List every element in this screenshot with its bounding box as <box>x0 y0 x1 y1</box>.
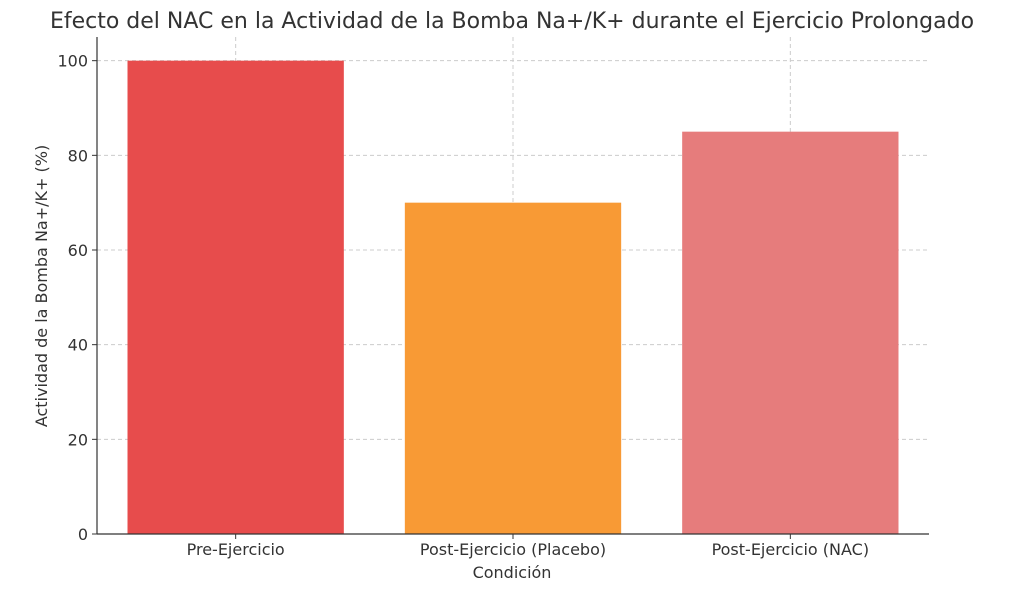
y-tick-label: 60 <box>68 241 88 260</box>
y-axis-label: Actividad de la Bomba Na+/K+ (%) <box>32 145 51 427</box>
y-tick-label: 80 <box>68 146 88 165</box>
y-tick-label: 100 <box>57 52 88 71</box>
x-axis-ticks: Pre-Ejercicio Post-Ejercicio (Placebo) Pos… <box>187 534 869 559</box>
x-tick-label: Post-Ejercicio (NAC) <box>712 540 870 559</box>
x-tick-label: Pre-Ejercicio <box>187 540 285 559</box>
bar-post-ejercicio-placebo <box>404 202 622 534</box>
y-tick-label: 20 <box>68 430 88 449</box>
bar-post-ejercicio-nac <box>682 131 899 534</box>
x-axis-label: Condición <box>473 563 552 582</box>
chart-title: Efecto del NAC en la Actividad de la Bom… <box>50 9 974 34</box>
y-axis-ticks: 0 20 40 60 80 100 <box>57 52 97 544</box>
y-tick-label: 0 <box>78 525 88 544</box>
x-tick-label: Post-Ejercicio (Placebo) <box>420 540 606 559</box>
bars <box>127 60 899 535</box>
y-tick-label: 40 <box>68 336 88 355</box>
bar-pre-ejercicio <box>127 60 344 535</box>
